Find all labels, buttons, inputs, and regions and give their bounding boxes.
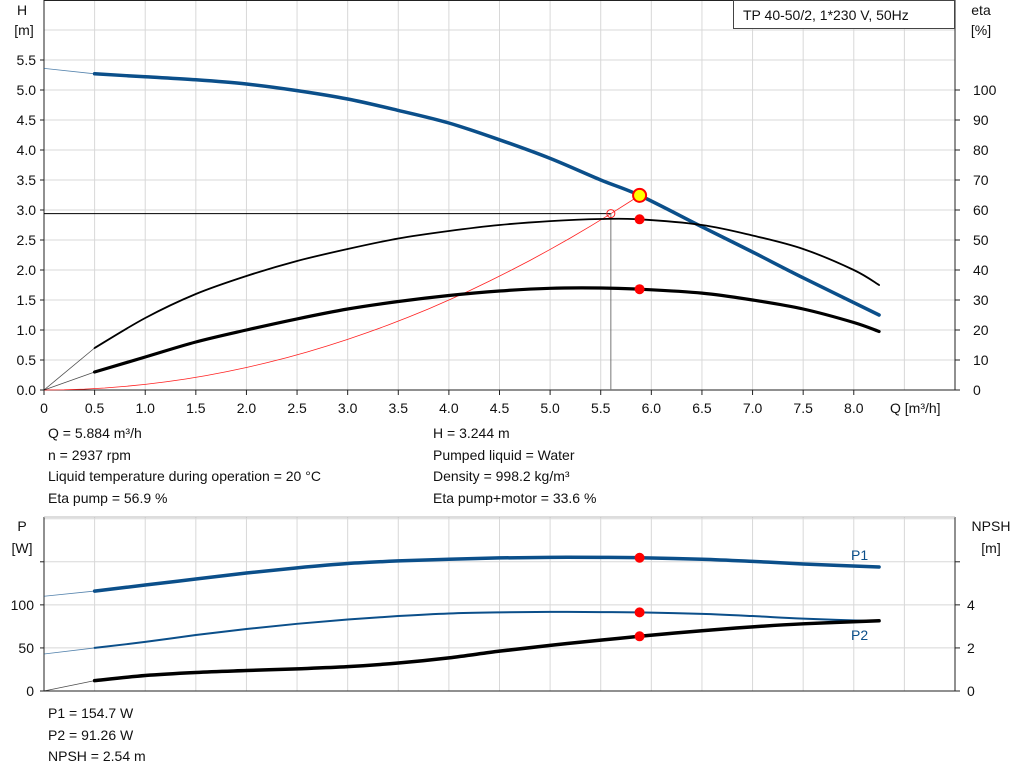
x-tick-label: 4.0	[439, 400, 459, 416]
eta-pump-extrapolated	[43, 347, 95, 391]
info-n: n = 2937 rpm	[48, 446, 131, 463]
x-tick-label: 0.5	[85, 400, 105, 416]
y-tick-right-label: 60	[973, 202, 989, 218]
info-npsh: NPSH = 2.54 m	[48, 748, 146, 764]
y-tick-right-label: 20	[973, 322, 989, 338]
p-tick-label: 100	[11, 597, 35, 613]
x-tick-label: 6.0	[642, 400, 662, 416]
eta-pump-curve	[93, 217, 880, 349]
x-tick-label: 2.0	[237, 400, 257, 416]
info-top-left: Q = 5.884 m³/h n = 2937 rpm Liquid tempe…	[48, 423, 321, 509]
info-p1: P1 = 154.7 W	[48, 705, 134, 721]
npsh-tick-label: 2	[967, 640, 975, 656]
p2-duty-marker	[634, 607, 645, 618]
y-tick-right-label: 80	[973, 142, 989, 158]
y-tick-left-label: 5.0	[17, 82, 37, 98]
info-q: Q = 5.884 m³/h	[48, 425, 142, 441]
p2-curve	[93, 610, 881, 649]
y-tick-right-label: 90	[973, 112, 989, 128]
y-tick-right-label: 70	[973, 172, 989, 188]
npsh-duty-marker	[634, 631, 645, 642]
npsh-axis-unit: [m]	[981, 540, 1000, 556]
y-tick-left-label: 1.0	[17, 322, 37, 338]
info-bottom: P1 = 154.7 W P2 = 91.26 W NPSH = 2.54 m	[48, 703, 146, 768]
x-tick-label: 5.0	[540, 400, 560, 416]
y-tick-left-label: 2.0	[17, 262, 37, 278]
y-tick-right-label: 40	[973, 262, 989, 278]
reference-point-marker	[606, 209, 616, 219]
y-tick-left-label: 3.5	[17, 172, 37, 188]
x-tick-label: 4.5	[490, 400, 510, 416]
y-tick-right-label: 10	[973, 352, 989, 368]
info-eta-pump-motor: Eta pump+motor = 33.6 %	[433, 489, 597, 506]
p1-extrapolated	[43, 590, 95, 597]
y-axis-right-unit: [%]	[971, 22, 991, 38]
p2-series-label: P2	[851, 627, 868, 643]
title-box	[733, 0, 955, 29]
x-tick-label: 8.0	[844, 400, 864, 416]
x-tick-label: 2.5	[287, 400, 307, 416]
x-tick-label: 5.5	[591, 400, 611, 416]
y-tick-right-label: 30	[973, 292, 989, 308]
x-tick-label: 0	[40, 400, 48, 416]
info-temp: Liquid temperature during operation = 20…	[48, 468, 321, 484]
title-box-text: TP 40-50/2, 1*230 V, 50Hz	[743, 7, 909, 23]
p1-series-label: P1	[851, 547, 868, 563]
y-tick-left-label: 4.5	[17, 112, 37, 128]
head-extrapolated	[43, 68, 95, 75]
y-tick-right-label: 50	[973, 232, 989, 248]
x-tick-label: 1.5	[186, 400, 206, 416]
p2-extrapolated	[43, 647, 95, 655]
p-tick-label: 50	[18, 640, 34, 656]
info-h: H = 3.244 m	[433, 425, 510, 441]
eta-pump-duty-marker	[634, 214, 645, 225]
y-axis-left-unit: [m]	[14, 22, 33, 38]
y-tick-left-label: 0.0	[17, 382, 37, 398]
y-tick-left-label: 1.5	[17, 292, 37, 308]
y-axis-right-title: eta	[971, 2, 991, 18]
npsh-extrapolated	[43, 680, 95, 692]
p-axis-unit: [W]	[12, 540, 33, 556]
eta-pump-motor-curve	[93, 286, 881, 374]
info-eta-pump: Eta pump = 56.9 %	[48, 489, 168, 506]
eta-pump-motor-duty-marker	[634, 284, 645, 295]
npsh-tick-label: 0	[967, 683, 975, 699]
npsh-tick-label: 4	[967, 597, 975, 613]
p1-curve	[92, 555, 881, 593]
y-tick-left-label: 0.5	[17, 352, 37, 368]
y-tick-left-label: 4.0	[17, 142, 37, 158]
p-axis-title: P	[17, 518, 26, 534]
x-tick-label: 3.5	[389, 400, 409, 416]
info-top-right: H = 3.244 m Pumped liquid = Water Densit…	[433, 423, 596, 509]
y-tick-right-label: 100	[973, 82, 997, 98]
p1-duty-marker	[634, 552, 645, 563]
y-tick-left-label: 2.5	[17, 232, 37, 248]
duty-point-marker	[632, 187, 648, 203]
head-curve	[92, 72, 881, 317]
info-p2: P2 = 91.26 W	[48, 726, 134, 743]
x-tick-label: 7.5	[793, 400, 813, 416]
y-tick-left-label: 5.5	[17, 52, 37, 68]
info-density: Density = 998.2 kg/m³	[433, 468, 570, 484]
npsh-curve	[92, 619, 881, 683]
y-axis-left-title: H	[17, 2, 27, 18]
eta-pump-motor-extrapolated	[43, 371, 95, 391]
x-tick-label: 6.5	[692, 400, 712, 416]
info-liquid: Pumped liquid = Water	[433, 446, 575, 463]
npsh-axis-title: NPSH	[972, 518, 1011, 534]
p-tick-label: 0	[26, 683, 34, 699]
y-tick-left-label: 3.0	[17, 202, 37, 218]
x-axis-title: Q [m³/h]	[890, 400, 941, 416]
x-tick-label: 7.0	[743, 400, 763, 416]
system-curve	[43, 195, 640, 391]
y-tick-right-label: 0	[973, 382, 981, 398]
x-tick-label: 3.0	[338, 400, 358, 416]
x-tick-label: 1.0	[135, 400, 155, 416]
